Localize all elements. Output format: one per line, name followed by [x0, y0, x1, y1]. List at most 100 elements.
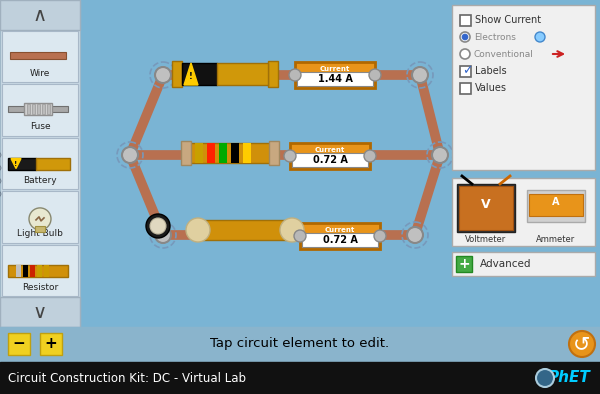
- Text: Tap circuit element to edit.: Tap circuit element to edit.: [211, 338, 389, 351]
- Bar: [452, 178, 595, 246]
- Bar: [195, 143, 203, 163]
- Text: Voltmeter: Voltmeter: [466, 236, 506, 245]
- Text: ✓: ✓: [462, 65, 472, 78]
- Circle shape: [407, 227, 423, 243]
- Bar: [0, 327, 600, 362]
- Circle shape: [569, 331, 595, 357]
- Bar: [452, 252, 595, 276]
- Text: 0.72 A: 0.72 A: [313, 155, 347, 165]
- Circle shape: [155, 67, 171, 83]
- Bar: [459, 186, 513, 230]
- Bar: [460, 66, 471, 77]
- Text: +: +: [458, 257, 470, 271]
- Bar: [0, 362, 600, 394]
- Bar: [452, 5, 595, 170]
- Bar: [8, 106, 68, 112]
- Text: Light Bulb: Light Bulb: [17, 229, 63, 238]
- Bar: [182, 63, 217, 85]
- Text: ∧: ∧: [33, 6, 47, 24]
- Text: !: !: [14, 160, 17, 167]
- Circle shape: [280, 218, 304, 242]
- Circle shape: [0, 165, 1, 171]
- Bar: [8, 265, 68, 277]
- Bar: [460, 83, 471, 94]
- Bar: [23, 265, 28, 277]
- Bar: [27, 104, 30, 114]
- Text: Values: Values: [475, 83, 507, 93]
- Bar: [219, 143, 227, 163]
- Bar: [243, 143, 251, 163]
- Bar: [10, 52, 66, 59]
- Circle shape: [294, 230, 306, 242]
- Bar: [231, 143, 239, 163]
- Bar: [40, 333, 62, 355]
- Bar: [302, 233, 378, 247]
- Text: Labels: Labels: [475, 66, 506, 76]
- Text: Electrons: Electrons: [474, 32, 516, 41]
- Circle shape: [460, 32, 470, 42]
- Circle shape: [289, 69, 301, 81]
- Bar: [36, 158, 70, 169]
- Bar: [30, 265, 35, 277]
- Text: +: +: [44, 336, 58, 351]
- Text: Current: Current: [325, 227, 355, 233]
- Bar: [8, 333, 30, 355]
- Bar: [292, 153, 368, 167]
- Circle shape: [374, 230, 386, 242]
- Bar: [8, 158, 36, 169]
- Circle shape: [29, 208, 51, 230]
- Text: Conventional: Conventional: [474, 50, 534, 58]
- Circle shape: [0, 191, 1, 197]
- Bar: [4, 329, 36, 349]
- Bar: [456, 256, 472, 272]
- Bar: [460, 15, 471, 26]
- Circle shape: [122, 147, 138, 163]
- Bar: [529, 194, 583, 216]
- Circle shape: [432, 147, 448, 163]
- Bar: [181, 141, 191, 165]
- Text: !: !: [189, 72, 193, 81]
- Bar: [2, 84, 78, 136]
- Bar: [268, 61, 278, 87]
- Bar: [40, 329, 72, 349]
- Circle shape: [0, 178, 1, 184]
- Bar: [269, 141, 279, 165]
- Bar: [47, 104, 50, 114]
- Text: PhET: PhET: [547, 370, 590, 385]
- Bar: [200, 220, 290, 240]
- Text: Current: Current: [315, 147, 345, 153]
- Bar: [185, 143, 275, 163]
- Bar: [37, 265, 42, 277]
- Text: −: −: [13, 336, 25, 351]
- Bar: [2, 191, 78, 243]
- Bar: [2, 31, 78, 82]
- Bar: [207, 143, 215, 163]
- Circle shape: [536, 369, 554, 387]
- Text: Show Current: Show Current: [475, 15, 541, 25]
- Circle shape: [412, 67, 428, 83]
- Circle shape: [535, 32, 545, 42]
- Text: V: V: [481, 197, 491, 210]
- Circle shape: [155, 227, 171, 243]
- Text: Ammeter: Ammeter: [536, 236, 575, 245]
- Bar: [2, 245, 78, 296]
- Text: 1.44 A: 1.44 A: [317, 74, 352, 84]
- Circle shape: [364, 150, 376, 162]
- Text: ↺: ↺: [573, 334, 591, 354]
- Bar: [295, 62, 375, 88]
- Bar: [42, 104, 45, 114]
- Circle shape: [150, 218, 166, 234]
- Bar: [0, 0, 80, 327]
- Bar: [457, 184, 515, 232]
- Bar: [217, 63, 268, 85]
- Bar: [297, 72, 373, 86]
- Circle shape: [284, 150, 296, 162]
- Bar: [172, 61, 182, 87]
- Text: +: +: [50, 332, 62, 346]
- Text: Wire: Wire: [30, 69, 50, 78]
- Text: ∨: ∨: [33, 303, 47, 322]
- Bar: [527, 190, 585, 222]
- Text: Battery: Battery: [23, 176, 57, 185]
- Bar: [44, 265, 49, 277]
- Text: Advanced: Advanced: [480, 259, 532, 269]
